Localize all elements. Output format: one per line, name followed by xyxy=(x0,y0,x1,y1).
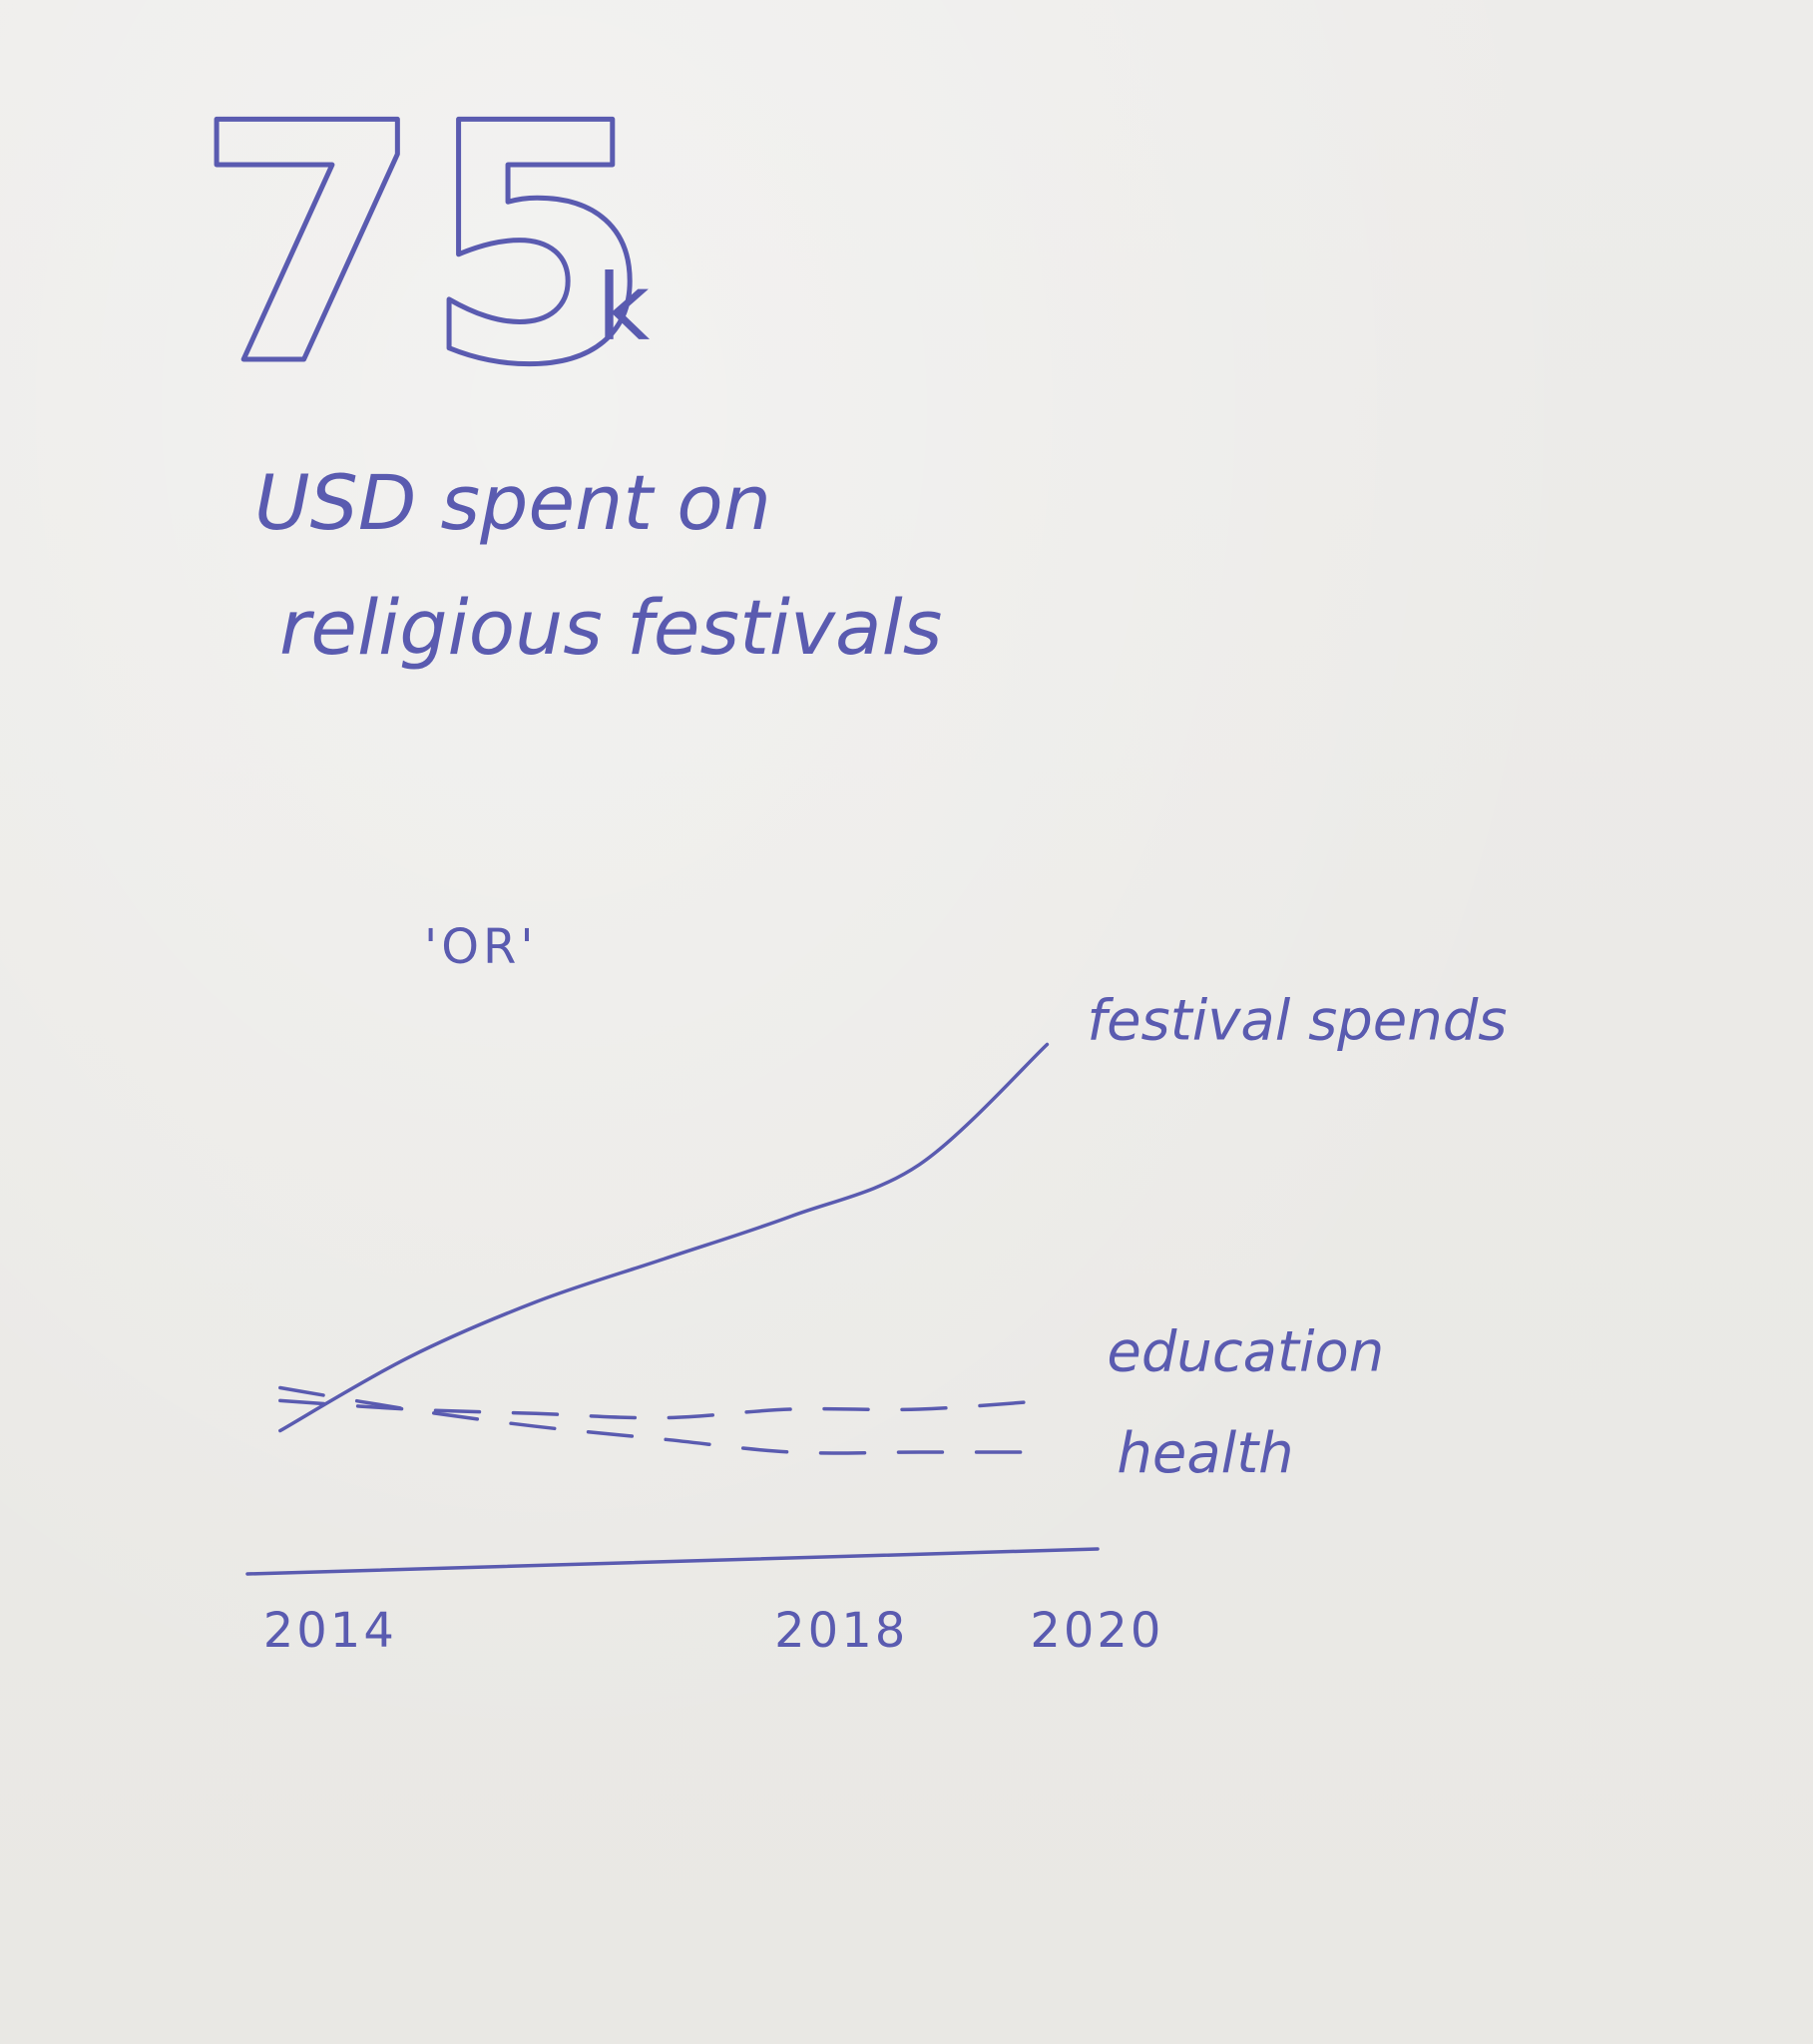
series-line-education xyxy=(278,1398,1050,1420)
x-axis-line xyxy=(245,1547,1100,1576)
headline-number: 75 xyxy=(195,54,653,437)
caption-line-2: religious festivals xyxy=(279,583,942,672)
series-label-health: health xyxy=(1117,1421,1293,1486)
series-line-health xyxy=(278,1385,1050,1455)
series-layer xyxy=(278,1042,1050,1455)
series-label-education: education xyxy=(1107,1319,1384,1384)
tick-label-layer: 2014 2018 2020 xyxy=(263,1603,1163,1659)
caption-line-1: USD spent on xyxy=(254,458,771,547)
x-tick-label-2018: 2018 xyxy=(774,1603,908,1659)
x-tick-label-2020: 2020 xyxy=(1030,1603,1163,1659)
series-label-festival-spends: festival spends xyxy=(1087,989,1507,1054)
series-line-festival-spends xyxy=(278,1042,1050,1433)
or-separator: 'OR' xyxy=(424,919,538,975)
x-tick-label-2014: 2014 xyxy=(263,1603,397,1659)
series-label-layer: festival spends education health xyxy=(1087,989,1507,1487)
headline-unit: k xyxy=(597,255,651,361)
